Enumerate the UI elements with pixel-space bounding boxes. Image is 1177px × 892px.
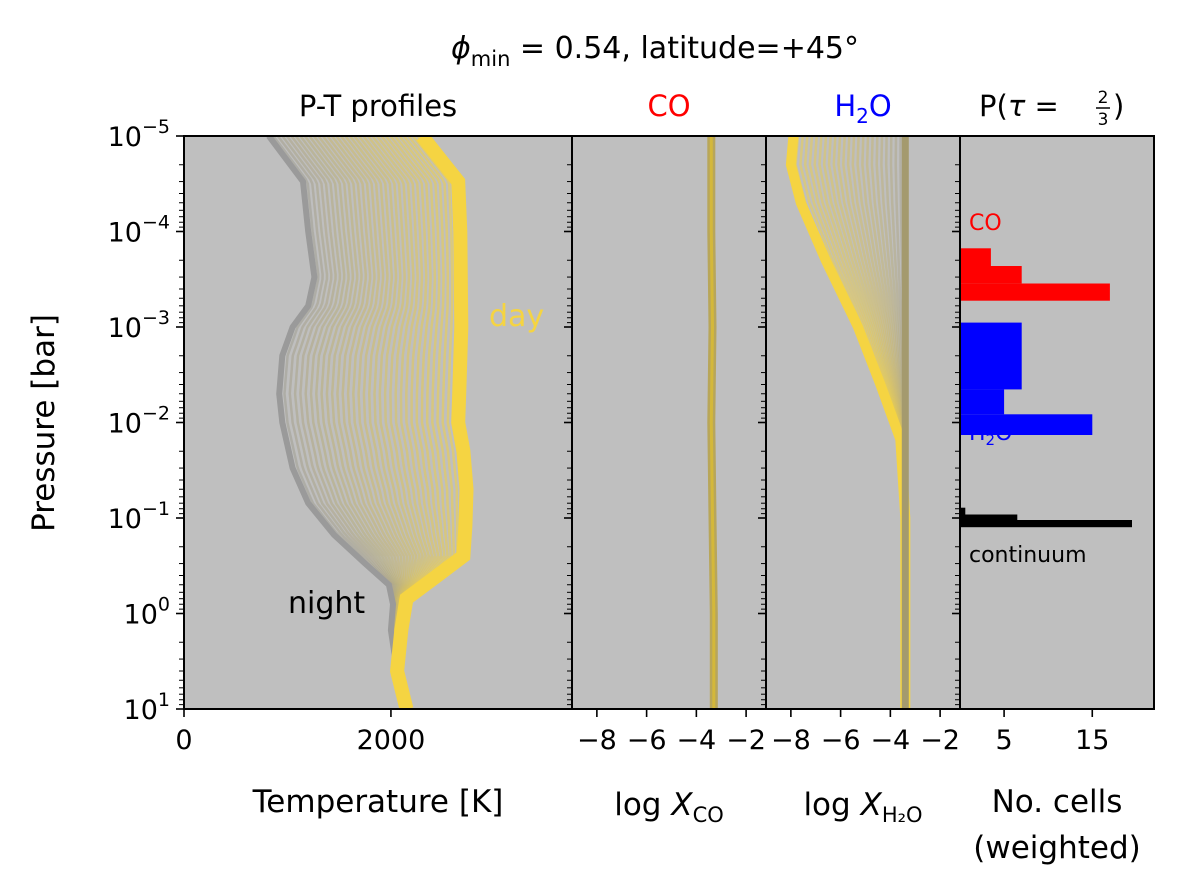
tau-x-axis-label-line2: (weighted): [973, 830, 1140, 866]
histogram-bar: [960, 389, 1005, 415]
y-tick-label: 10−2: [108, 403, 170, 440]
y-tick-label: 10−1: [108, 498, 170, 535]
x-tick-label: −2: [726, 725, 766, 756]
x-tick-label: −8: [577, 725, 617, 756]
co-histogram-label: CO: [969, 211, 1002, 236]
x-tick-label: −8: [771, 725, 811, 756]
co-x-axis-label: log XCO: [614, 787, 724, 827]
y-tick-label: 101: [124, 689, 170, 726]
co-abundance-plot: [707, 136, 718, 709]
h2o-abundance-plot: [785, 136, 911, 709]
y-tick-label: 10−4: [108, 212, 170, 249]
co-panel-background: [572, 136, 766, 709]
pt-panel-title: P-T profiles: [299, 89, 457, 123]
x-tick-label: −4: [676, 725, 716, 756]
x-tick-label: −4: [870, 725, 910, 756]
day-profile-line: [390, 136, 474, 709]
day-annotation: day: [489, 299, 544, 334]
svg-text:P(τ =: P(τ =: [979, 89, 1059, 123]
x-tick-label: −2: [920, 725, 960, 756]
x-tick-label: 2000: [357, 725, 426, 756]
y-tick-label: 10−3: [108, 307, 170, 344]
continuum-histogram-label: continuum: [969, 543, 1087, 568]
tau-x-axis-label-line1: No. cells: [992, 784, 1123, 820]
co-profile-line: [709, 136, 716, 709]
pt-x-axis-label: Temperature [K]: [252, 784, 504, 820]
x-tick-label: −6: [627, 725, 667, 756]
svg-text:): ): [1113, 89, 1124, 123]
histogram-bar: [960, 266, 1022, 284]
histogram-bar: [960, 507, 966, 515]
x-axis-ticks: 0 2000 −8 −6 −4 −2 −8 −6 −4 −2 5 15: [175, 709, 1109, 756]
x-tick-label: 15: [1075, 725, 1109, 756]
histogram-bar: [960, 514, 1018, 520]
histogram-bar: [960, 283, 1110, 301]
h2o-panel-background: [766, 136, 960, 709]
x-tick-label: −6: [821, 725, 861, 756]
co-panel-title: CO: [647, 89, 690, 123]
histogram-bar: [960, 414, 1093, 435]
svg-text:3: 3: [1098, 110, 1109, 130]
y-tick-label: 100: [124, 594, 170, 631]
night-profile-line: [266, 136, 408, 709]
night-annotation: night: [288, 586, 365, 621]
histogram-bar: [960, 520, 1132, 528]
h2o-panel-title: H2O: [834, 89, 891, 128]
x-tick-label: 5: [995, 725, 1012, 756]
histogram-bar: [960, 322, 1022, 390]
histogram-bar: [960, 248, 991, 266]
h2o-histogram-label: H2O: [969, 421, 1012, 449]
pt-profiles-plot: [266, 136, 474, 709]
tau-histogram-plot: [960, 248, 1132, 528]
y-tick-label: 10−5: [108, 116, 170, 153]
y-axis-ticks: 10−5 10−4 10−3 10−2 10−1 100 101: [108, 116, 960, 726]
y-axis-label: Pressure [bar]: [26, 314, 62, 532]
svg-text:2: 2: [1098, 88, 1109, 108]
x-tick-label: 0: [175, 725, 192, 756]
tau-panel-title: P(τ = 2 3 ): [979, 88, 1124, 130]
figure-title: ϕmin = 0.54, latitude=+45°: [451, 31, 859, 71]
pt-panel-background: [184, 136, 572, 709]
h2o-x-axis-label: log XH₂O: [803, 787, 922, 827]
